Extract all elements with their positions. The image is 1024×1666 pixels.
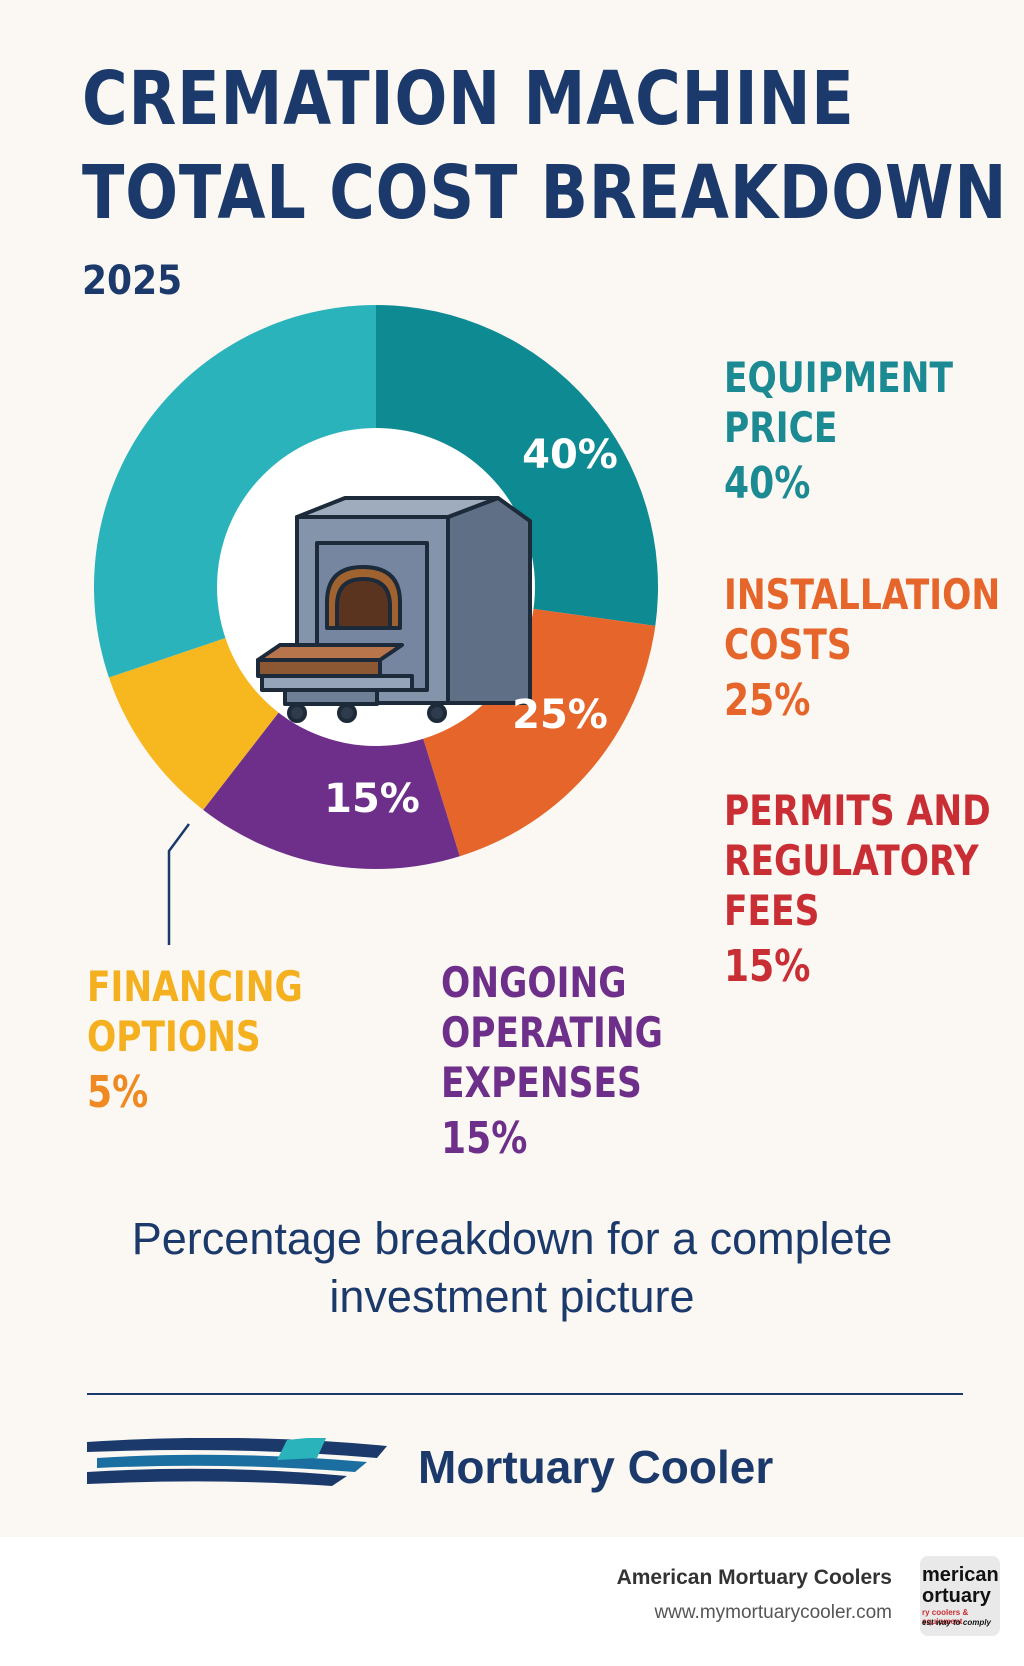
legend-installation-percent: 25%	[724, 675, 811, 726]
year-subtitle: 2025	[82, 258, 183, 304]
legend-installation-name-1: INSTALLATION	[724, 570, 1001, 619]
footer-organization: American Mortuary Coolers	[616, 1566, 892, 1589]
caption-line-2: investment picture	[329, 1271, 695, 1322]
caption-line-1: Percentage breakdown for a complete	[131, 1213, 893, 1264]
slice-labels: 40% 25% 15%	[324, 432, 618, 822]
title-line-1: CREMATION MACHINE	[82, 56, 855, 142]
legend-permits-name-3: FEES	[724, 886, 820, 935]
infographic-canvas: CREMATION MACHINE TOTAL COST BREAKDOWN 2…	[0, 0, 1024, 1537]
legend-operating-name-2: OPERATING	[441, 1008, 663, 1057]
financing-leader-line	[167, 823, 191, 945]
legend-operating-name-1: ONGOING	[441, 958, 627, 1007]
legend-permits-fees: PERMITS AND REGULATORY FEES 15%	[724, 786, 991, 996]
legend-permits-name-2: REGULATORY	[724, 836, 979, 885]
legend-financing-name-1: FINANCING	[87, 962, 303, 1011]
badge-line-4: est way to comply	[922, 1618, 991, 1627]
legend-financing-percent: 5%	[87, 1067, 149, 1118]
legend-installation-name-2: COSTS	[724, 620, 852, 669]
slice-label-operating: 15%	[324, 776, 420, 822]
title-line-2: TOTAL COST BREAKDOWN	[82, 150, 1008, 236]
badge-line-1: merican	[922, 1564, 999, 1586]
wave-logo-icon	[87, 1438, 387, 1486]
divider	[87, 1393, 963, 1395]
legend-financing-options: FINANCING OPTIONS 5%	[87, 962, 303, 1122]
cremation-machine-icon	[256, 496, 532, 723]
legend-equipment-price: EQUIPMENT PRICE 40%	[724, 353, 953, 513]
legend-equipment-percent: 40%	[724, 458, 811, 509]
badge-line-2: ortuary	[922, 1585, 991, 1607]
donut-chart: 40% 25% 15%	[94, 305, 658, 945]
legend-permits-percent: 15%	[724, 941, 811, 992]
slice-label-installation: 25%	[512, 692, 608, 738]
footer-logo-badge: merican ortuary ry coolers & equipment e…	[920, 1556, 1000, 1636]
legend-operating-percent: 15%	[441, 1113, 528, 1164]
legend-permits-name-1: PERMITS AND	[724, 786, 991, 835]
legend-financing-name-2: OPTIONS	[87, 1012, 261, 1061]
footer-website-link[interactable]: www.mymortuarycooler.com	[654, 1602, 892, 1623]
legend-operating-name-3: EXPENSES	[441, 1058, 642, 1107]
legend-operating-expenses: ONGOING OPERATING EXPENSES 15%	[441, 958, 663, 1168]
slice-label-equipment: 40%	[522, 432, 618, 478]
legend-installation-costs: INSTALLATION COSTS 25%	[724, 570, 1000, 730]
legend-equipment-name-1: EQUIPMENT	[724, 353, 953, 402]
badge-line-3: ry coolers & equipment	[922, 1608, 969, 1626]
brand-name: Mortuary Cooler	[418, 1441, 774, 1493]
page-title: CREMATION MACHINE TOTAL COST BREAKDOWN	[82, 52, 1007, 240]
legend-equipment-name-2: PRICE	[724, 403, 838, 452]
chart-caption: Percentage breakdown for a complete inve…	[0, 1210, 1024, 1326]
